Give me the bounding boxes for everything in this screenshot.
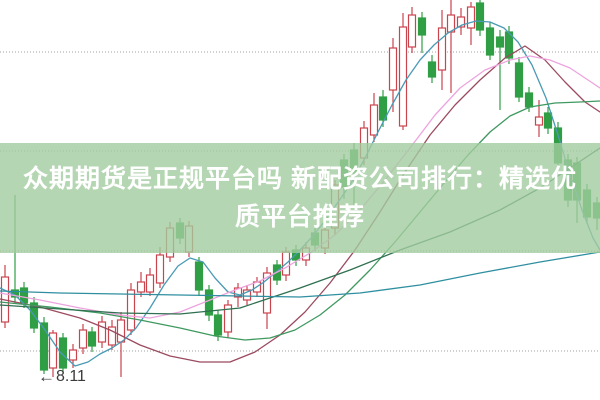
candle xyxy=(87,327,97,352)
candle xyxy=(514,57,524,102)
candle xyxy=(456,8,466,35)
candle xyxy=(388,38,398,112)
candle xyxy=(223,300,233,338)
candle xyxy=(0,265,10,328)
candle xyxy=(145,268,155,296)
candle xyxy=(398,13,408,130)
candle xyxy=(446,0,456,93)
headline-line-1: 众期期货是正规平台吗 新配资公司排行：精选优 xyxy=(23,165,577,193)
price-low-value: 8.11 xyxy=(56,368,86,385)
candle xyxy=(78,324,88,354)
candle xyxy=(504,26,514,64)
candle xyxy=(417,12,427,53)
candle xyxy=(48,330,58,377)
candle xyxy=(407,7,417,53)
headline-banner: 众期期货是正规平台吗 新配资公司排行：精选优 质平台推荐 xyxy=(0,143,600,253)
candle xyxy=(437,10,447,90)
headline-line-2: 质平台推荐 xyxy=(234,203,365,231)
candle xyxy=(126,283,136,335)
candle xyxy=(242,285,252,305)
candle xyxy=(378,90,388,127)
candle xyxy=(475,0,485,36)
candle xyxy=(155,247,165,288)
candle xyxy=(107,320,117,350)
candle xyxy=(543,107,553,134)
ma-fast-maroon xyxy=(0,45,600,363)
price-low-label: ← 8.11 xyxy=(38,368,86,386)
candle xyxy=(427,55,437,83)
candle xyxy=(116,312,126,377)
ma-mid-green xyxy=(0,100,600,341)
candle xyxy=(204,285,214,321)
candle xyxy=(495,30,505,110)
candle xyxy=(58,333,68,372)
candle xyxy=(485,22,495,60)
candle xyxy=(466,2,476,45)
ma-long-teal-flat xyxy=(0,251,600,298)
left-arrow-icon: ← xyxy=(38,367,55,386)
candle xyxy=(194,257,204,296)
candle xyxy=(136,272,146,297)
candle xyxy=(39,317,49,374)
candle xyxy=(369,93,379,142)
candle xyxy=(97,316,107,348)
